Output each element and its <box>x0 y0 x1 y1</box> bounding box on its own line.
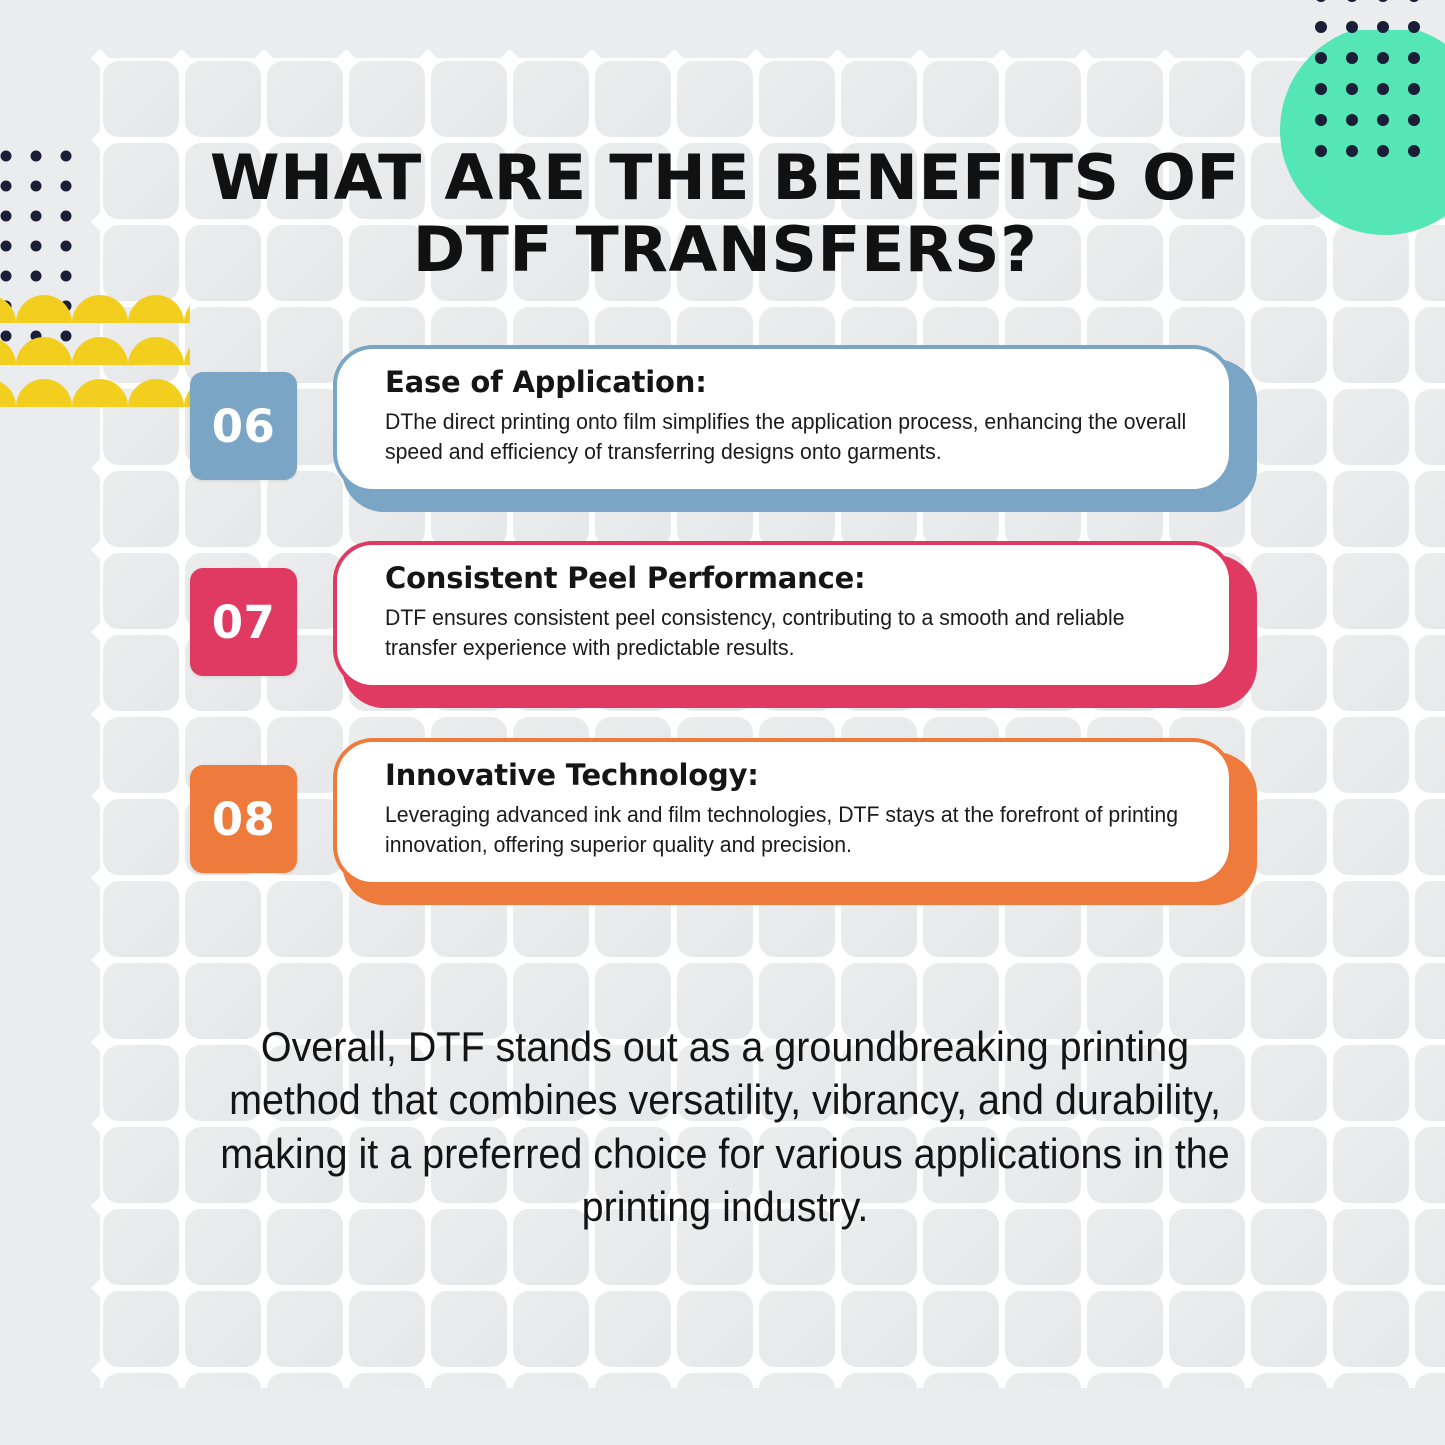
benefit-title: Consistent Peel Performance: <box>385 561 866 595</box>
benefit-row: 06 Ease of Application: DThe direct prin… <box>0 345 1445 525</box>
benefit-number-badge: 06 <box>190 372 297 480</box>
benefit-number-badge: 08 <box>190 765 297 873</box>
benefit-title: Innovative Technology: <box>385 758 759 792</box>
card-panel: Consistent Peel Performance: DTF ensures… <box>333 541 1233 689</box>
benefit-number-badge: 07 <box>190 568 297 676</box>
benefit-description: DTF ensures consistent peel consistency,… <box>385 604 1125 661</box>
benefit-title: Ease of Application: <box>385 365 707 399</box>
benefit-description: Leveraging advanced ink and film technol… <box>385 801 1179 858</box>
benefit-description: DThe direct printing onto film simplifie… <box>385 408 1187 465</box>
benefit-card[interactable]: Ease of Application: DThe direct printin… <box>333 345 1257 513</box>
benefit-number: 06 <box>211 399 276 453</box>
page-title: WHAT ARE THE BENEFITS OF DTF TRANSFERS? <box>209 141 1241 286</box>
benefit-card[interactable]: Consistent Peel Performance: DTF ensures… <box>333 541 1257 709</box>
card-panel: Innovative Technology: Leveraging advanc… <box>333 738 1233 886</box>
benefit-row: 07 Consistent Peel Performance: DTF ensu… <box>0 541 1445 721</box>
benefit-row: 08 Innovative Technology: Leveraging adv… <box>0 738 1445 918</box>
card-panel: Ease of Application: DThe direct printin… <box>333 345 1233 493</box>
benefit-number: 08 <box>211 792 276 846</box>
closing-paragraph: Overall, DTF stands out as a groundbreak… <box>220 1023 1230 1230</box>
benefit-card[interactable]: Innovative Technology: Leveraging advanc… <box>333 738 1257 906</box>
benefit-number: 07 <box>211 595 276 649</box>
